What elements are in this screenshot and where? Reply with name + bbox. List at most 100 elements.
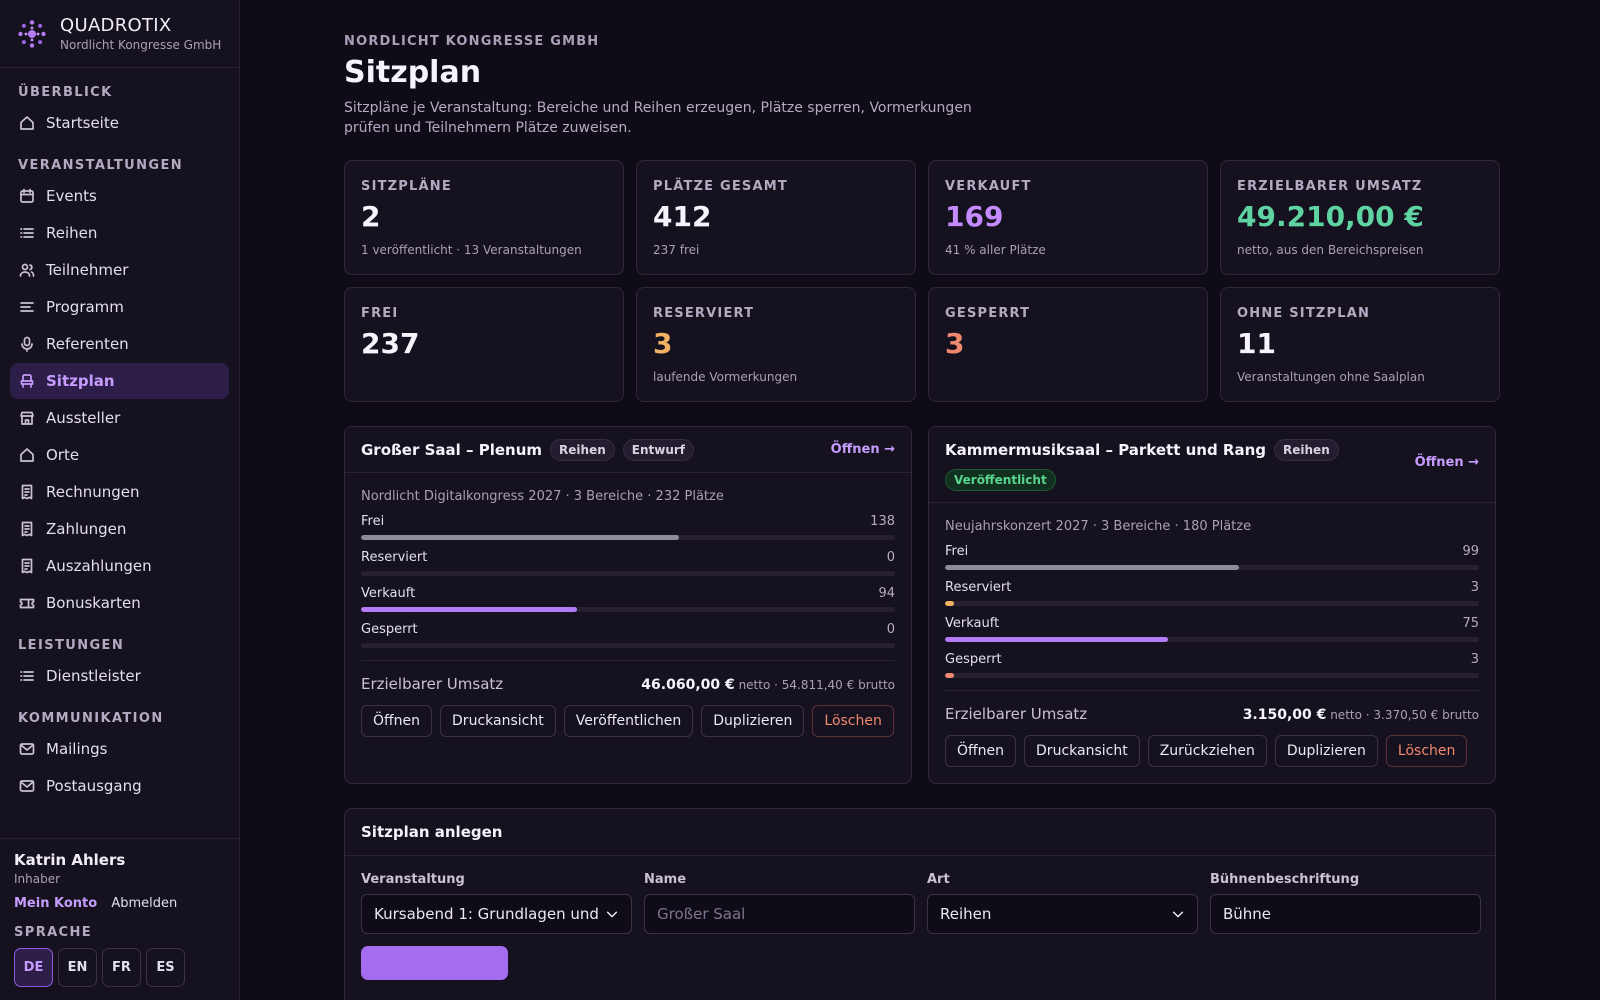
bar-fill bbox=[945, 565, 1239, 570]
type-select[interactable]: Reihen bbox=[927, 894, 1198, 934]
revenue-label: Erzielbarer Umsatz bbox=[361, 675, 504, 693]
sidebar-item-label: Auszahlungen bbox=[46, 557, 152, 575]
field-veranstaltung: Veranstaltung Kursabend 1: Grundlagen un… bbox=[361, 872, 632, 934]
stat-card-verkauft: VERKAUFT 169 41 % aller Plätze bbox=[928, 160, 1208, 275]
stat-value: 3 bbox=[945, 327, 965, 360]
brand[interactable]: QUADROTIX Nordlicht Kongresse GmbH bbox=[0, 0, 239, 68]
plan-meta: Nordlicht Digitalkongress 2027 · 3 Berei… bbox=[361, 489, 724, 504]
sidebar-item-orte[interactable]: Orte bbox=[10, 437, 229, 473]
duplicate-button[interactable]: Duplizieren bbox=[701, 705, 805, 737]
page-description: Sitzpläne je Veranstaltung: Bereiche und… bbox=[344, 100, 972, 136]
sidebar-item-sitzplan[interactable]: Sitzplan bbox=[10, 363, 229, 399]
field-label: Name bbox=[644, 872, 687, 887]
menu-lines-icon bbox=[20, 302, 34, 312]
stat-label: OHNE SITZPLAN bbox=[1237, 306, 1371, 321]
sidebar-item-zahlungen[interactable]: Zahlungen bbox=[10, 511, 229, 547]
bar-label: Frei bbox=[361, 514, 385, 529]
sidebar-item-startseite[interactable]: Startseite bbox=[10, 105, 229, 141]
sidebar-item-label: Teilnehmer bbox=[46, 261, 129, 279]
sidebar-item-aussteller[interactable]: Aussteller bbox=[10, 400, 229, 436]
stage-label-input[interactable]: Bühne bbox=[1210, 894, 1481, 934]
logout-link[interactable]: Abmelden bbox=[111, 896, 178, 911]
lang-button-es[interactable]: ES bbox=[146, 948, 185, 987]
print-view-button[interactable]: Druckansicht bbox=[440, 705, 556, 737]
lang-button-de[interactable]: DE bbox=[14, 948, 53, 987]
field-name: Name Großer Saal bbox=[644, 872, 915, 934]
stat-label: SITZPLÄNE bbox=[361, 179, 452, 194]
nav-section-veranstaltungen: VERANSTALTUNGEN bbox=[18, 158, 184, 173]
sidebar-item-mailings[interactable]: Mailings bbox=[10, 731, 229, 767]
stat-value: 11 bbox=[1237, 327, 1276, 360]
delete-button[interactable]: Löschen bbox=[812, 705, 894, 737]
plan-open-link[interactable]: Öffnen → bbox=[1414, 455, 1479, 470]
field-art: Art Reihen bbox=[927, 872, 1198, 934]
stat-card-gesperrt: GESPERRT 3 bbox=[928, 287, 1208, 402]
print-view-button[interactable]: Druckansicht bbox=[1024, 735, 1140, 767]
bar-frei: Frei 99 bbox=[945, 544, 1479, 570]
create-plan-title: Sitzplan anlegen bbox=[345, 809, 1495, 856]
event-select[interactable]: Kursabend 1: Grundlagen und bbox=[361, 894, 632, 934]
receipt-icon bbox=[21, 558, 33, 574]
plan-open-link[interactable]: Öffnen → bbox=[830, 442, 895, 457]
stat-sub: netto, aus den Bereichspreisen bbox=[1237, 243, 1424, 257]
seating-plans: Großer Saal – Plenum Reihen Entwurf Öffn… bbox=[344, 426, 1496, 784]
revenue-net: 3.150,00 € bbox=[1242, 707, 1327, 723]
receipt-icon bbox=[21, 521, 33, 537]
stat-sub: 237 frei bbox=[653, 243, 700, 257]
stat-value: 169 bbox=[945, 200, 1004, 233]
open-button[interactable]: Öffnen bbox=[361, 705, 433, 737]
create-submit-button[interactable] bbox=[361, 946, 508, 980]
bar-label: Verkauft bbox=[945, 616, 1000, 631]
revenue-label: Erzielbarer Umsatz bbox=[945, 705, 1088, 723]
sidebar-item-reihen[interactable]: Reihen bbox=[10, 215, 229, 251]
sidebar-item-teilnehmer[interactable]: Teilnehmer bbox=[10, 252, 229, 288]
withdraw-button[interactable]: Zurückziehen bbox=[1147, 735, 1267, 767]
sidebar-item-label: Aussteller bbox=[46, 409, 121, 427]
nav-section-leistungen: LEISTUNGEN bbox=[18, 638, 125, 653]
field-buehne: Bühnenbeschriftung Bühne bbox=[1210, 872, 1481, 934]
sidebar-item-rechnungen[interactable]: Rechnungen bbox=[10, 474, 229, 510]
event-select-value: Kursabend 1: Grundlagen und bbox=[374, 905, 599, 923]
store-icon bbox=[20, 411, 34, 425]
stat-sub: Veranstaltungen ohne Saalplan bbox=[1237, 370, 1425, 384]
my-account-link[interactable]: Mein Konto bbox=[14, 896, 98, 911]
open-button[interactable]: Öffnen bbox=[945, 735, 1017, 767]
publish-button[interactable]: Veröffentlichen bbox=[563, 705, 694, 737]
stat-card-sitzplaene: SITZPLÄNE 2 1 veröffentlicht · 13 Verans… bbox=[344, 160, 624, 275]
plan-meta: Neujahrskonzert 2027 · 3 Bereiche · 180 … bbox=[945, 519, 1252, 534]
name-input[interactable]: Großer Saal bbox=[644, 894, 915, 934]
stat-card-ohne-sitzplan: OHNE SITZPLAN 11 Veranstaltungen ohne Sa… bbox=[1220, 287, 1500, 402]
chevron-down-icon bbox=[1172, 911, 1184, 918]
nav-section-ueberblick: ÜBERBLICK bbox=[18, 85, 113, 100]
lang-button-fr[interactable]: FR bbox=[102, 948, 141, 987]
field-label: Bühnenbeschriftung bbox=[1210, 872, 1360, 887]
bar-label: Reserviert bbox=[361, 550, 428, 565]
users-icon bbox=[19, 263, 35, 277]
brand-name: QUADROTIX bbox=[60, 15, 172, 36]
sidebar-item-referenten[interactable]: Referenten bbox=[10, 326, 229, 362]
mail-icon bbox=[19, 780, 35, 792]
bar-verkauft: Verkauft 94 bbox=[361, 586, 895, 612]
bar-gesperrt: Gesperrt 0 bbox=[361, 622, 895, 648]
delete-button[interactable]: Löschen bbox=[1385, 735, 1468, 767]
stat-sub: laufende Vormerkungen bbox=[653, 370, 798, 384]
sidebar-item-bonuskarten[interactable]: Bonuskarten bbox=[10, 585, 229, 621]
bar-reserviert: Reserviert 0 bbox=[361, 550, 895, 576]
mail-icon bbox=[19, 743, 35, 755]
sidebar-item-dienstleister[interactable]: Dienstleister bbox=[10, 658, 229, 694]
sidebar-item-label: Dienstleister bbox=[46, 667, 141, 685]
sidebar-item-events[interactable]: Events bbox=[10, 178, 229, 214]
lang-button-en[interactable]: EN bbox=[58, 948, 97, 987]
seat-icon bbox=[20, 374, 34, 388]
duplicate-button[interactable]: Duplizieren bbox=[1274, 735, 1378, 767]
list-icon bbox=[20, 671, 34, 681]
sidebar-item-postausgang[interactable]: Postausgang bbox=[10, 768, 229, 804]
bar-value: 138 bbox=[870, 514, 895, 529]
stat-value: 2 bbox=[361, 200, 381, 233]
page-title: Sitzplan bbox=[344, 55, 482, 90]
microphone-icon bbox=[21, 336, 33, 352]
sidebar-item-programm[interactable]: Programm bbox=[10, 289, 229, 325]
stat-value: 237 bbox=[361, 327, 420, 360]
sidebar-item-auszahlungen[interactable]: Auszahlungen bbox=[10, 548, 229, 584]
sidebar-item-label: Startseite bbox=[46, 114, 119, 132]
